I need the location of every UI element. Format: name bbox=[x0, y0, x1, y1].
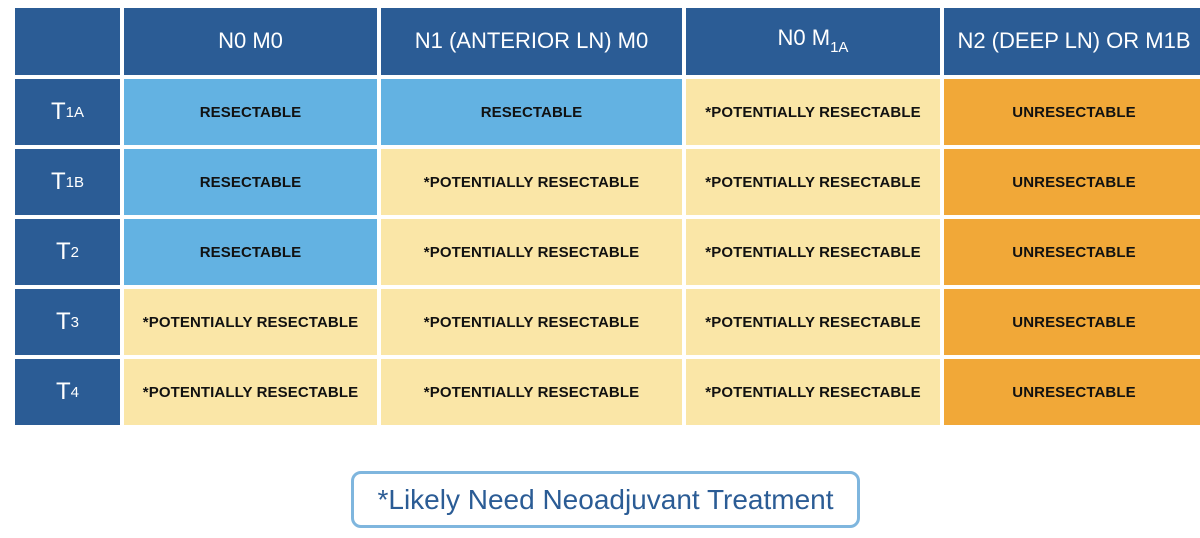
table-cell: *POTENTIALLY RESECTABLE bbox=[686, 219, 940, 285]
column-header-n0-m1a: N0 M1A bbox=[686, 8, 940, 75]
column-header-label: N0 M1A bbox=[778, 26, 849, 56]
table-cell: UNRESECTABLE bbox=[944, 149, 1200, 215]
column-header-label: N2 (DEEP LN) OR M1B bbox=[957, 28, 1191, 54]
table-cell: *POTENTIALLY RESECTABLE bbox=[124, 289, 377, 355]
row-header-t1b: T 1B bbox=[15, 149, 120, 215]
table-cell: UNRESECTABLE bbox=[944, 289, 1200, 355]
row-header-stage: T bbox=[55, 308, 71, 335]
column-header-main: N0 M bbox=[777, 25, 831, 51]
footnote-box: *Likely Need Neoadjuvant Treatment bbox=[351, 471, 860, 528]
table-cell: RESECTABLE bbox=[124, 79, 377, 145]
table-cell: RESECTABLE bbox=[381, 79, 682, 145]
column-header-n1-anterior-ln-m0: N1 (ANTERIOR LN) M0 bbox=[381, 8, 682, 75]
row-header-stage: T bbox=[55, 238, 71, 265]
table-cell: UNRESECTABLE bbox=[944, 359, 1200, 425]
column-header-label: N0 M0 bbox=[218, 28, 283, 54]
resectability-table: N0 M0 N1 (ANTERIOR LN) M0 N0 M1A N2 (DEE… bbox=[15, 8, 1200, 425]
table-cell: *POTENTIALLY RESECTABLE bbox=[686, 79, 940, 145]
row-header-stage: T bbox=[50, 168, 66, 195]
column-header-n2-deep-ln-or-m1b: N2 (DEEP LN) OR M1B bbox=[944, 8, 1200, 75]
row-header-subscript: 1B bbox=[65, 173, 85, 191]
row-header-stage: T bbox=[55, 378, 71, 405]
table-cell: *POTENTIALLY RESECTABLE bbox=[686, 289, 940, 355]
table-cell: RESECTABLE bbox=[124, 219, 377, 285]
table-cell: *POTENTIALLY RESECTABLE bbox=[381, 359, 682, 425]
table-cell: UNRESECTABLE bbox=[944, 79, 1200, 145]
corner-header-cell bbox=[15, 8, 120, 75]
column-header-label: N1 (ANTERIOR LN) M0 bbox=[414, 28, 649, 54]
table-cell: *POTENTIALLY RESECTABLE bbox=[124, 359, 377, 425]
column-header-n0-m0: N0 M0 bbox=[124, 8, 377, 75]
row-header-subscript: 1A bbox=[65, 103, 85, 121]
table-cell: *POTENTIALLY RESECTABLE bbox=[686, 359, 940, 425]
row-header-stage: T bbox=[50, 98, 66, 125]
row-header-subscript: 3 bbox=[70, 313, 79, 331]
table-cell: RESECTABLE bbox=[124, 149, 377, 215]
row-header-subscript: 2 bbox=[70, 243, 79, 261]
table-cell: *POTENTIALLY RESECTABLE bbox=[381, 149, 682, 215]
row-header-subscript: 4 bbox=[70, 383, 79, 401]
table-cell: UNRESECTABLE bbox=[944, 219, 1200, 285]
table-cell: *POTENTIALLY RESECTABLE bbox=[381, 219, 682, 285]
table-cell: *POTENTIALLY RESECTABLE bbox=[381, 289, 682, 355]
table-cell: *POTENTIALLY RESECTABLE bbox=[686, 149, 940, 215]
row-header-t1a: T 1A bbox=[15, 79, 120, 145]
footnote-text: *Likely Need Neoadjuvant Treatment bbox=[377, 483, 834, 515]
column-header-subscript: 1A bbox=[830, 39, 849, 57]
